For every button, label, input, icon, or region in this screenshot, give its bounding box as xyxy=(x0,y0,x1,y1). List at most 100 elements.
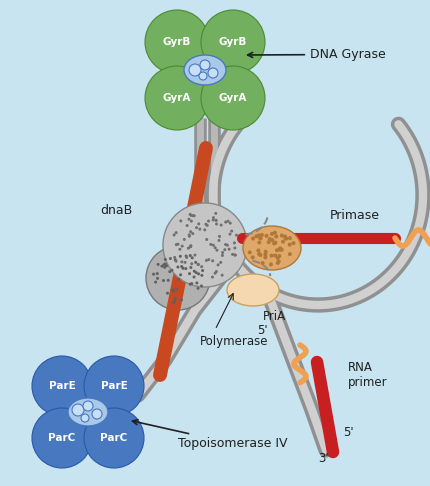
Circle shape xyxy=(190,220,193,223)
Circle shape xyxy=(168,270,171,273)
Circle shape xyxy=(146,246,210,310)
Circle shape xyxy=(200,274,203,277)
Circle shape xyxy=(189,213,192,216)
Circle shape xyxy=(195,271,198,274)
Circle shape xyxy=(197,263,200,266)
Circle shape xyxy=(257,241,261,244)
Circle shape xyxy=(224,243,227,246)
Circle shape xyxy=(264,250,268,254)
Circle shape xyxy=(189,230,192,233)
Circle shape xyxy=(288,252,292,256)
Circle shape xyxy=(270,238,274,242)
Circle shape xyxy=(273,241,277,244)
Circle shape xyxy=(172,233,175,237)
Circle shape xyxy=(201,10,265,74)
Circle shape xyxy=(81,414,89,422)
Circle shape xyxy=(217,263,220,266)
Circle shape xyxy=(260,233,264,237)
Circle shape xyxy=(72,404,84,416)
Circle shape xyxy=(170,269,173,272)
Circle shape xyxy=(220,224,223,226)
Circle shape xyxy=(197,223,200,226)
Circle shape xyxy=(175,231,178,234)
Text: Topoisomerase IV: Topoisomerase IV xyxy=(132,420,288,450)
Text: ParE: ParE xyxy=(49,381,75,391)
Circle shape xyxy=(264,234,269,238)
Circle shape xyxy=(184,267,187,270)
Circle shape xyxy=(276,256,280,260)
Circle shape xyxy=(187,247,190,250)
Circle shape xyxy=(205,238,208,241)
Circle shape xyxy=(178,248,181,251)
Circle shape xyxy=(188,272,191,275)
Circle shape xyxy=(195,226,198,229)
Circle shape xyxy=(233,246,236,249)
Circle shape xyxy=(162,279,165,282)
Circle shape xyxy=(189,254,192,257)
Circle shape xyxy=(274,234,278,239)
Circle shape xyxy=(218,239,221,242)
Circle shape xyxy=(156,272,159,275)
Circle shape xyxy=(223,248,226,251)
Circle shape xyxy=(212,216,215,219)
Circle shape xyxy=(212,219,215,222)
Circle shape xyxy=(164,258,167,261)
Text: GyrA: GyrA xyxy=(163,93,191,103)
Circle shape xyxy=(256,248,260,253)
Circle shape xyxy=(227,220,230,223)
Circle shape xyxy=(92,409,102,419)
Text: GyrA: GyrA xyxy=(219,93,247,103)
Circle shape xyxy=(251,255,255,260)
Circle shape xyxy=(187,218,190,221)
Circle shape xyxy=(208,68,218,78)
Circle shape xyxy=(145,10,209,74)
Circle shape xyxy=(258,236,262,241)
Circle shape xyxy=(183,238,186,241)
Circle shape xyxy=(273,254,277,258)
Ellipse shape xyxy=(184,55,226,85)
Circle shape xyxy=(186,224,189,227)
Text: ParC: ParC xyxy=(100,433,128,443)
Circle shape xyxy=(284,237,289,241)
Circle shape xyxy=(191,214,194,217)
Circle shape xyxy=(270,254,273,258)
Circle shape xyxy=(215,223,218,226)
Text: dnaB: dnaB xyxy=(100,204,132,216)
Circle shape xyxy=(288,243,292,246)
Circle shape xyxy=(233,254,236,257)
Circle shape xyxy=(188,233,190,236)
Circle shape xyxy=(190,262,193,265)
Circle shape xyxy=(194,254,197,257)
Circle shape xyxy=(268,237,272,241)
Circle shape xyxy=(175,243,178,246)
Circle shape xyxy=(258,253,262,257)
Circle shape xyxy=(278,248,282,252)
Circle shape xyxy=(171,289,174,292)
Circle shape xyxy=(215,249,218,252)
Circle shape xyxy=(275,248,279,252)
Circle shape xyxy=(215,219,218,222)
Circle shape xyxy=(189,266,192,269)
Circle shape xyxy=(257,252,261,256)
Circle shape xyxy=(195,281,198,284)
Circle shape xyxy=(267,240,271,244)
Circle shape xyxy=(221,274,224,277)
Circle shape xyxy=(157,263,160,266)
Circle shape xyxy=(166,292,169,295)
Circle shape xyxy=(193,214,196,217)
Circle shape xyxy=(207,258,210,261)
Circle shape xyxy=(214,246,217,249)
Circle shape xyxy=(227,248,230,251)
Circle shape xyxy=(184,261,187,264)
Text: RNA
primer: RNA primer xyxy=(348,361,387,389)
Circle shape xyxy=(189,283,192,286)
Circle shape xyxy=(231,253,234,256)
Circle shape xyxy=(193,270,196,273)
Circle shape xyxy=(175,260,178,263)
Circle shape xyxy=(251,237,255,241)
Circle shape xyxy=(173,256,176,259)
Circle shape xyxy=(194,261,197,264)
Circle shape xyxy=(203,228,206,231)
Circle shape xyxy=(199,72,207,80)
Circle shape xyxy=(219,261,222,264)
